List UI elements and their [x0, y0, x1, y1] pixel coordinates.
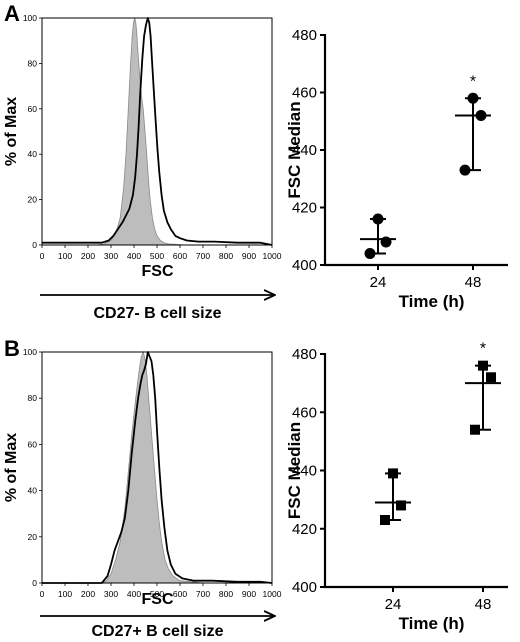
- scatter-point: [372, 213, 384, 225]
- scatter-y-tick-label: 400: [292, 257, 317, 274]
- histogram-filled-series: [42, 350, 272, 584]
- histogram-x-tick-label: 700: [196, 589, 210, 599]
- scatter-point: [470, 424, 480, 435]
- histogram-y-tick-label: 80: [28, 393, 38, 403]
- scatter-point: [380, 515, 390, 526]
- scatter-y-tick-label: 480: [292, 27, 317, 44]
- histogram-y-tick-label: 0: [32, 240, 37, 250]
- scatter-y-tick-label: 460: [292, 85, 317, 102]
- histogram-x-axis-title: FSC: [142, 263, 174, 280]
- scatter-x-axis-title: Time (h): [399, 292, 465, 311]
- histogram-y-tick-label: 0: [32, 578, 37, 588]
- scatter-point: [486, 372, 496, 383]
- panel-letter: B: [4, 336, 20, 361]
- histogram-y-axis-title: % of Max: [3, 97, 20, 166]
- histogram-y-axis-title: % of Max: [3, 433, 20, 502]
- histogram-outline-series: [42, 351, 273, 584]
- histogram-y-tick-label: 40: [28, 149, 38, 159]
- significance-star: *: [480, 341, 486, 358]
- scatter-point: [388, 468, 398, 479]
- scatter-point: [380, 236, 392, 248]
- histogram-x-tick-label: 100: [58, 589, 72, 599]
- histogram-x-tick-label: 200: [81, 589, 95, 599]
- histogram-x-tick-label: 500: [150, 251, 164, 261]
- histogram-outline-series: [42, 17, 273, 246]
- histogram-x-tick-label: 800: [219, 589, 233, 599]
- scatter-x-tick-label: 24: [385, 596, 402, 613]
- scatter-x-tick-label: 48: [465, 274, 482, 291]
- histogram-y-tick-label: 20: [28, 532, 38, 542]
- scatter-y-tick-label: 460: [292, 404, 317, 421]
- scatter-y-tick-label: 480: [292, 346, 317, 363]
- histogram-x-tick-label: 1000: [263, 589, 282, 599]
- scatter-y-tick-label: 440: [292, 463, 317, 480]
- scatter-y-tick-label: 440: [292, 142, 317, 159]
- histogram-y-tick-label: 80: [28, 58, 38, 68]
- scatter-y-tick-label: 400: [292, 579, 317, 596]
- histogram-x-tick-label: 700: [196, 251, 210, 261]
- histogram-x-tick-label: 600: [173, 251, 187, 261]
- histogram-x-tick-label: 600: [173, 589, 187, 599]
- scatter-point: [364, 248, 376, 259]
- scatter-y-axis-title: FSC Median: [285, 101, 304, 198]
- histogram-y-tick-label: 20: [28, 195, 38, 205]
- histogram-x-tick-label: 900: [242, 589, 256, 599]
- histogram-x-tick-label: 300: [104, 251, 118, 261]
- histogram-caption: CD27+ B cell size: [91, 623, 223, 640]
- histogram-y-tick-label: 60: [28, 439, 38, 449]
- scatter-y-tick-label: 420: [292, 200, 317, 217]
- histogram-x-tick-label: 0: [40, 251, 45, 261]
- histogram-x-tick-label: 200: [81, 251, 95, 261]
- histogram-caption: CD27- B cell size: [93, 305, 221, 322]
- scatter-x-tick-label: 24: [370, 274, 387, 291]
- histogram-x-axis-title: FSC: [142, 591, 174, 608]
- scatter-x-axis-title: Time (h): [399, 614, 465, 633]
- histogram-filled-series: [42, 17, 272, 246]
- histogram-y-tick-label: 100: [23, 347, 37, 357]
- histogram-x-tick-label: 500: [150, 589, 164, 599]
- scatter-point: [475, 110, 487, 121]
- significance-star: *: [470, 73, 476, 90]
- panel-letter: A: [4, 1, 20, 26]
- panel-a: A 0 100 200 300 400 500 600 700 800 900 1000 0 20 40 60…: [3, 1, 508, 322]
- histogram-x-tick-label: 400: [127, 251, 141, 261]
- histogram-y-tick-label: 60: [28, 104, 38, 114]
- histogram-x-tick-label: 400: [127, 589, 141, 599]
- scatter-x-tick-label: 48: [475, 596, 492, 613]
- histogram-x-tick-label: 1000: [263, 251, 282, 261]
- histogram-x-tick-label: 0: [40, 589, 45, 599]
- scatter-point: [459, 164, 471, 176]
- histogram-y-tick-label: 100: [23, 13, 37, 23]
- scatter-point: [396, 500, 406, 511]
- histogram-x-tick-label: 900: [242, 251, 256, 261]
- histogram-x-tick-label: 100: [58, 251, 72, 261]
- scatter-point: [467, 92, 479, 104]
- histogram-y-tick-label: 40: [28, 486, 38, 496]
- scatter-point: [478, 360, 488, 371]
- histogram-x-tick-label: 800: [219, 251, 233, 261]
- histogram-x-tick-label: 300: [104, 589, 118, 599]
- scatter-y-axis-title: FSC Median: [285, 422, 304, 519]
- panel-b: B 0 100 200 300 400 500 600 700 800 900 1000 0 20 40 60…: [3, 336, 508, 640]
- scatter-y-tick-label: 420: [292, 521, 317, 538]
